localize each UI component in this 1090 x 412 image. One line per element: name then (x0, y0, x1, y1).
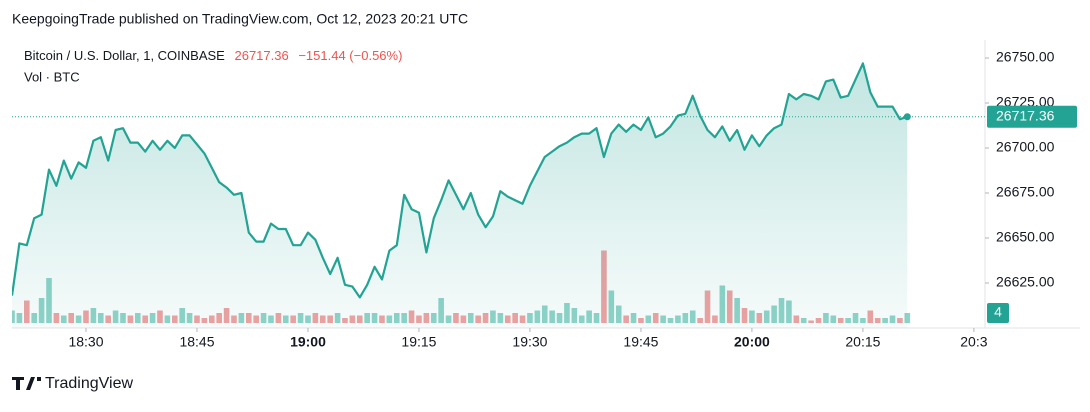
x-tick-label: 19:15 (401, 334, 436, 350)
plot-area (12, 62, 985, 328)
price-label-box (987, 105, 1077, 128)
x-tick-label: 20:15 (845, 334, 880, 350)
price-line (12, 62, 908, 299)
x-tick-label: 19:00 (290, 334, 326, 350)
legend-price: 26717.36 (234, 48, 288, 63)
x-tick-label: 20:3 (960, 334, 987, 350)
x-tick-label: 19:45 (623, 334, 658, 350)
brand-logo (12, 377, 41, 390)
volume-label: 4 (994, 304, 1002, 320)
legend-symbol: Bitcoin / U.S. Dollar, 1, COINBASE (24, 48, 225, 63)
publish-header: KeepgoingTrade published on TradingView.… (12, 11, 468, 27)
last-point (903, 113, 911, 121)
legend-change: −151.44 (−0.56%) (298, 48, 402, 63)
x-tick-label: 19:30 (512, 334, 547, 350)
legend-volume: Vol · BTC (24, 69, 80, 84)
brand-name: TradingView (45, 375, 133, 392)
y-tick-label: 26650.00 (996, 229, 1055, 245)
legend: Bitcoin / U.S. Dollar, 1, COINBASE 26717… (24, 48, 402, 63)
y-tick-label: 26700.00 (996, 139, 1055, 155)
x-tick-label: 20:00 (734, 334, 770, 350)
y-tick-label: 26675.00 (996, 184, 1055, 200)
volume-label-box (987, 303, 1009, 323)
x-tick-label: 18:45 (179, 334, 214, 350)
y-tick-label: 26750.00 (996, 49, 1055, 65)
price-area (12, 63, 908, 328)
price-label: 26717.36 (996, 107, 1055, 123)
y-tick-label: 26725.00 (996, 94, 1055, 110)
volume-bar (904, 313, 911, 323)
x-tick-label: 18:30 (68, 334, 103, 350)
y-tick-label: 26625.00 (996, 274, 1055, 290)
axes: 26625.00 26650.00 26675.00 26700.00 26725.00… (68, 49, 1077, 350)
